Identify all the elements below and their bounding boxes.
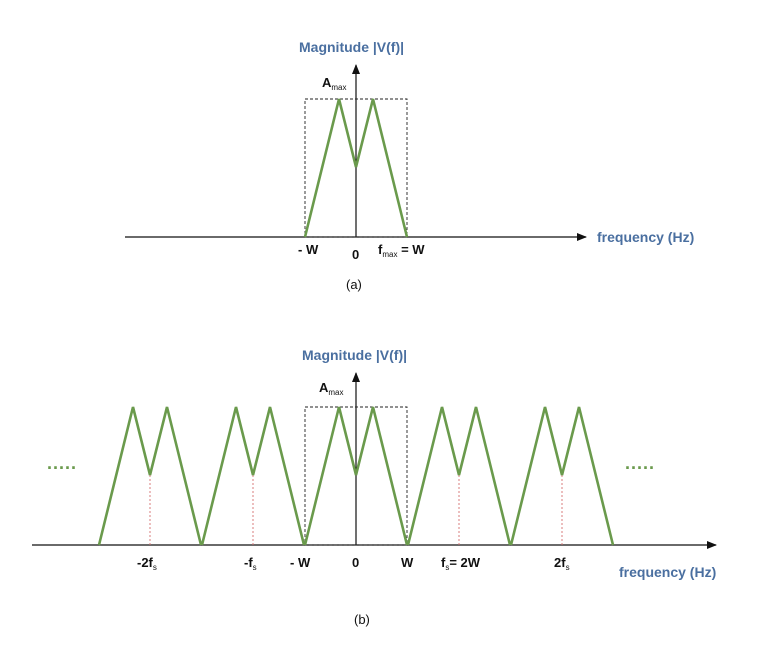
panel-b: ..... ..... Magnitude |V(f)| Amax freque…: [32, 347, 717, 627]
panel-b-tick-neg-w: - W: [290, 555, 311, 570]
panel-b-bandwidth-box: [304, 406, 408, 546]
panel-b-caption: (b): [354, 612, 370, 627]
panel-b-ellipsis-right: .....: [625, 453, 655, 473]
panel-a-y-axis-label: Magnitude |V(f)|: [299, 39, 404, 55]
panel-b-tick-zero: 0: [352, 555, 359, 570]
panel-b-replica-baseband: [303, 406, 409, 546]
panel-b-replica-2fs: [509, 406, 615, 546]
panel-b-tick-2fs: 2fs: [554, 555, 570, 572]
panel-a-tick-fmax: fmax = W: [378, 242, 425, 259]
panel-a-bandwidth-box: [304, 98, 408, 238]
panel-b-tick-neg-fs: -fs: [244, 555, 257, 572]
panel-b-replica-fs: [406, 406, 512, 546]
panel-b-x-axis-label: frequency (Hz): [619, 564, 716, 580]
panel-b-tick-fs: fs= 2W: [441, 555, 481, 572]
panel-b-tick-w: W: [401, 555, 414, 570]
panel-a: Magnitude |V(f)| Amax frequency (Hz) - W…: [125, 39, 694, 292]
panel-a-baseband-spectrum: [303, 98, 409, 238]
panel-b-replica-neg-fs: [200, 406, 306, 546]
panel-a-caption: (a): [346, 277, 362, 292]
panel-a-tick-neg-w: - W: [298, 242, 319, 257]
panel-a-amax-label: Amax: [322, 75, 347, 92]
panel-b-tick-neg-2fs: -2fs: [137, 555, 157, 572]
panel-b-replica-neg-2fs: [97, 406, 203, 546]
panel-b-ellipsis-left: .....: [47, 453, 77, 473]
panel-a-tick-zero: 0: [352, 247, 359, 262]
panel-a-x-axis-label: frequency (Hz): [597, 229, 694, 245]
panel-b-y-axis-label: Magnitude |V(f)|: [302, 347, 407, 363]
panel-b-amax-label: Amax: [319, 380, 344, 397]
